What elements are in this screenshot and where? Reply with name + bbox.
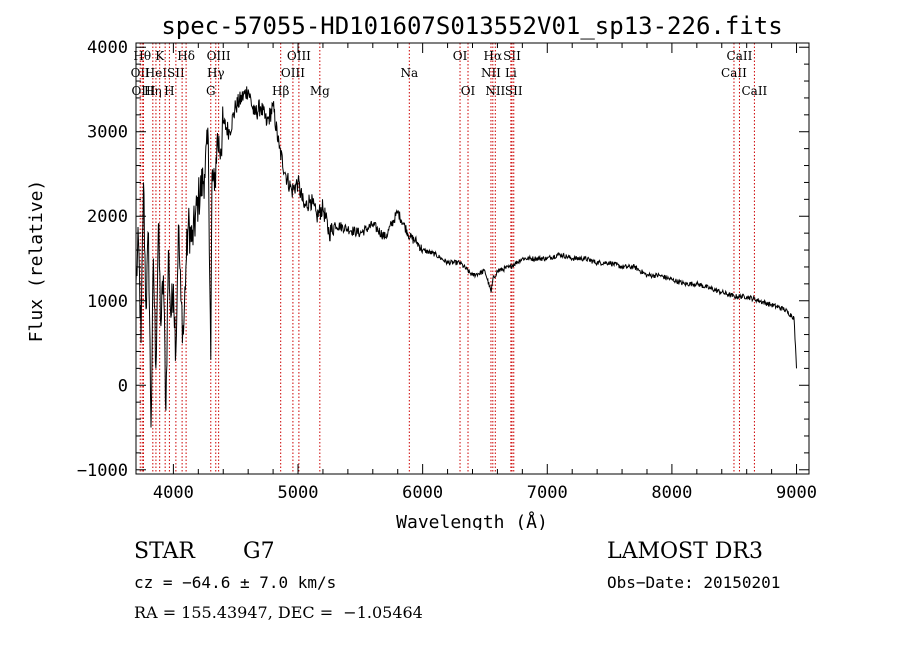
line-marker-label-4: HeI xyxy=(145,66,168,80)
y-tick-label-1: 0 xyxy=(118,376,128,396)
x-tick-label-4: 8000 xyxy=(651,483,692,503)
tick-labels: 4000 5000 6000 7000 8000 9000 −1000 0 1000 2000 30… xyxy=(77,38,817,503)
line-marker-label-10: Hδ xyxy=(177,49,195,63)
observation-date: Obs−Date: 20150201 xyxy=(607,573,781,592)
series-line-flux xyxy=(135,86,797,428)
y-tick-label-4: 3000 xyxy=(87,123,128,143)
line-marker-label-1: Hθ xyxy=(133,49,151,63)
line-marker-label-28: CaII xyxy=(727,49,753,63)
line-marker-label-15: OIII xyxy=(281,66,305,80)
line-marker-label-26: SII xyxy=(505,84,523,98)
line-marker-label-11: G xyxy=(206,84,216,98)
redshift-cz: cz = −64.6 ± 7.0 km/s xyxy=(134,573,337,592)
x-tick-label-3: 7000 xyxy=(527,483,568,503)
object-subclass: G7 xyxy=(243,539,275,564)
line-marker-label-17: Mg xyxy=(310,84,330,98)
line-marker-label-0: OII xyxy=(131,66,151,80)
spectrum-chart: spec-57055-HD101607S013552V01_sp13-226.f… xyxy=(26,12,817,530)
x-tick-label-1: 5000 xyxy=(278,483,319,503)
line-marker-label-2: OIII xyxy=(131,84,155,98)
axis-ticks xyxy=(136,43,809,474)
line-marker-label-12: Hγ xyxy=(207,66,225,80)
x-tick-label-5: 9000 xyxy=(776,483,817,503)
line-marker-label-25: SII xyxy=(503,49,521,63)
line-marker-label-14: Hβ xyxy=(272,84,289,98)
y-tick-label-5: 4000 xyxy=(87,38,128,58)
line-marker-label-8: SII xyxy=(167,66,185,80)
line-marker-label-19: OI xyxy=(453,49,468,63)
y-tick-label-3: 2000 xyxy=(87,207,128,227)
line-marker-label-22: Hα xyxy=(484,49,503,63)
y-axis-label: Flux (relative) xyxy=(26,180,47,343)
line-marker-label-21: NII xyxy=(481,66,501,80)
line-marker-label-16: OIII xyxy=(287,49,311,63)
survey-label: LAMOST DR3 xyxy=(607,539,763,564)
line-marker-label-3: Hη xyxy=(144,84,162,98)
chart-title: spec-57055-HD101607S013552V01_sp13-226.f… xyxy=(161,12,782,40)
line-marker-label-7: H xyxy=(164,84,174,98)
line-marker-label-24: Li xyxy=(505,66,517,80)
x-tick-label-2: 6000 xyxy=(402,483,443,503)
line-markers: OIIHθOIIIHηHeIKHSIIHδGHγOIIIHβOIIIOIIIMg… xyxy=(131,43,768,474)
line-marker-label-27: CaII xyxy=(721,66,747,80)
series-group xyxy=(135,86,797,428)
x-axis-label: Wavelength (Å) xyxy=(396,511,548,530)
line-marker-label-13: OIII xyxy=(207,49,231,63)
line-marker-label-29: CaII xyxy=(741,84,767,98)
line-marker-label-23: NII xyxy=(485,84,505,98)
y-tick-label-2: 1000 xyxy=(87,292,128,312)
line-marker-label-5: K xyxy=(155,49,165,63)
line-marker-label-20: OI xyxy=(461,84,476,98)
y-tick-label-0: −1000 xyxy=(77,461,128,481)
x-tick-label-0: 4000 xyxy=(153,483,194,503)
object-class: STAR xyxy=(134,539,195,564)
line-marker-label-18: Na xyxy=(400,66,418,80)
coordinates: RA = 155.43947, DEC = −1.05464 xyxy=(134,603,423,622)
